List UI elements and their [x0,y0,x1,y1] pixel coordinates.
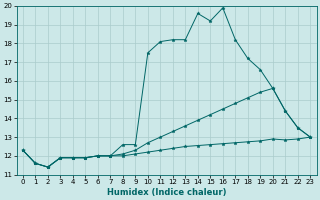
X-axis label: Humidex (Indice chaleur): Humidex (Indice chaleur) [107,188,226,197]
